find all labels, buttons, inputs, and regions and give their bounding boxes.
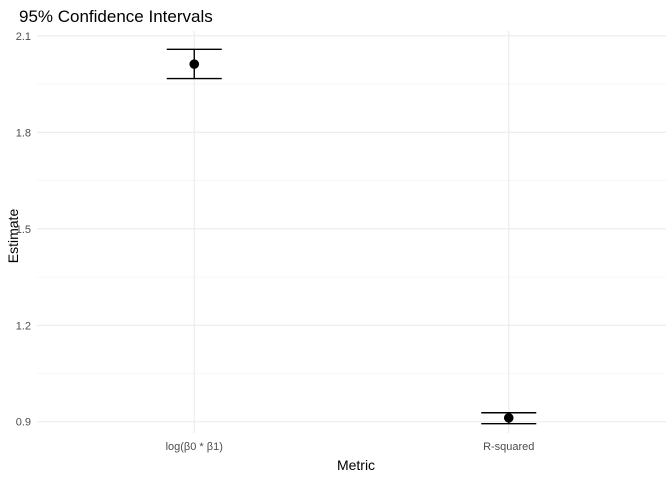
errorbar-group [481, 412, 537, 425]
estimate-point [503, 413, 514, 423]
error-bars [166, 48, 537, 425]
y-tick-label: 1.5 [16, 224, 31, 236]
y-axis-ticks: 0.9 1.2 1.5 1.8 2.1 [16, 31, 31, 429]
estimate-point [189, 59, 200, 69]
y-tick-label: 0.9 [16, 417, 31, 429]
chart-title: 95% Confidence Intervals [19, 7, 213, 26]
y-axis-title: Estimate [5, 209, 21, 264]
errorbar-group [166, 48, 222, 80]
y-tick-label: 2.1 [16, 31, 31, 43]
x-axis-ticks: log(β0 * β1) R-squared [166, 441, 535, 453]
y-tick-label: 1.8 [16, 127, 31, 139]
grid-lines [37, 31, 666, 433]
x-axis-title: Metric [337, 457, 375, 473]
x-tick-label: R-squared [483, 441, 534, 453]
x-tick-label: log(β0 * β1) [166, 441, 223, 453]
y-tick-label: 1.2 [16, 320, 31, 332]
